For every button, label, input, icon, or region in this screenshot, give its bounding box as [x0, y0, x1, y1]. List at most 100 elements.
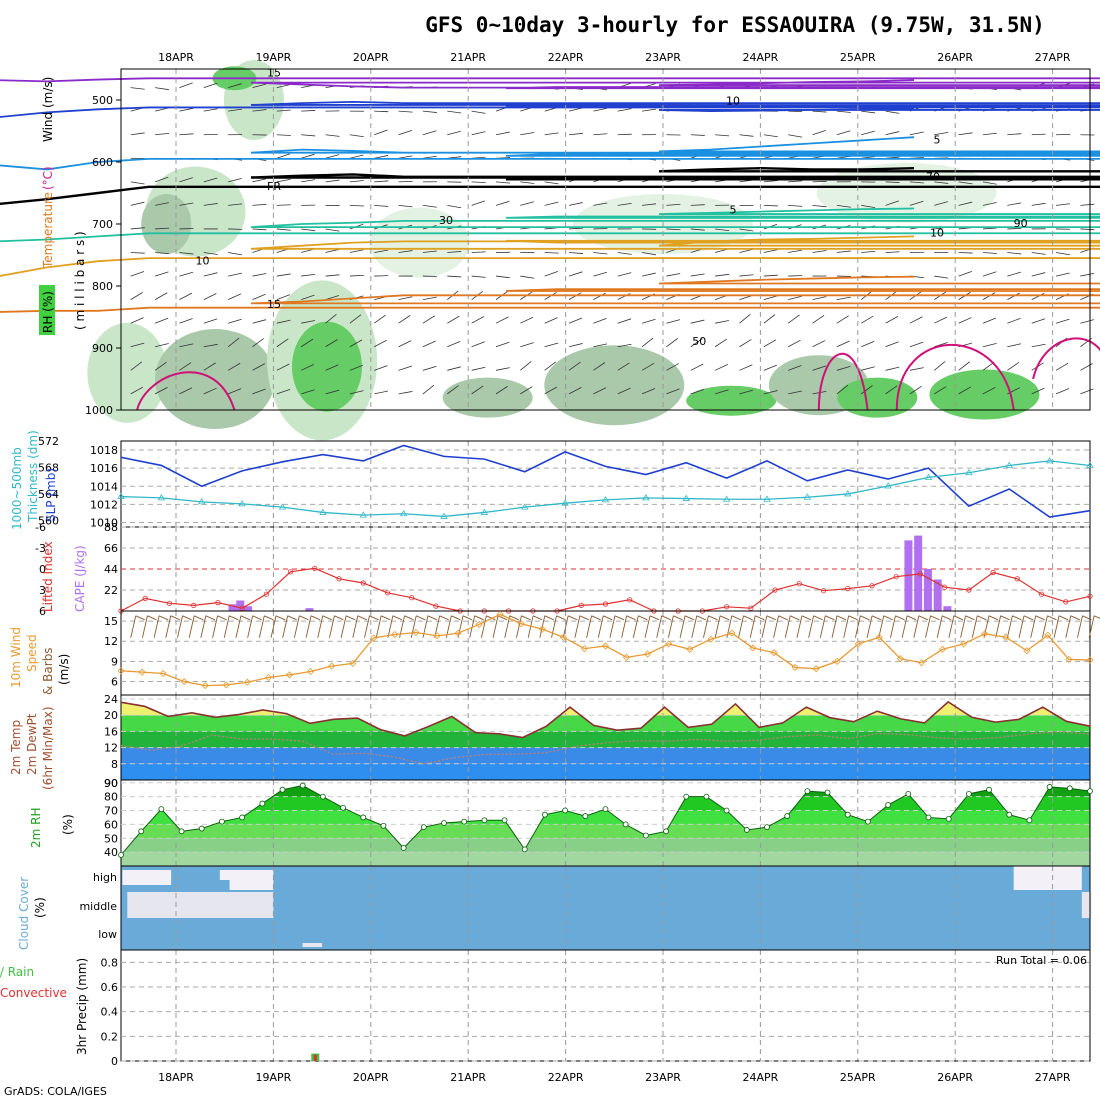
wind-barb: [130, 386, 144, 395]
wind-barb: [130, 87, 145, 90]
wind-barb: [766, 615, 777, 621]
wind-barb: [471, 200, 486, 206]
wind-barb: [617, 252, 632, 255]
cape-bar: [933, 579, 942, 611]
wind-barb: [1031, 318, 1046, 324]
contour-label: 15: [267, 67, 281, 80]
wind-barb: [617, 108, 632, 112]
wind-barb: [203, 177, 218, 183]
li-marker: [263, 591, 269, 597]
wind-barb: [422, 130, 437, 136]
rh-contour-label: 30: [439, 214, 453, 227]
wind-barb: [349, 205, 364, 207]
wind-barb: [614, 615, 625, 621]
wind-barb: [885, 181, 900, 183]
wind-barb: [276, 178, 291, 183]
wind-barb: [317, 615, 324, 638]
wind-speed-marker: [370, 634, 378, 642]
wind-barb: [447, 205, 462, 209]
wind-speed-marker: [1023, 647, 1031, 655]
wind-barb: [1031, 387, 1045, 395]
rh-marker: [138, 828, 145, 835]
wind-barb: [447, 341, 461, 348]
wind-barb: [812, 340, 826, 348]
wind-barb: [642, 272, 656, 277]
wind-barb: [398, 315, 411, 324]
contour-label: 10: [726, 94, 740, 107]
wind-barb: [325, 364, 339, 371]
wind-barb: [982, 252, 997, 254]
precip-labels: Total / Rain Convective 3hr Precip (mm): [0, 958, 89, 1055]
precip-panel: 0 0.2 0.4 0.6 0.8: [101, 949, 1091, 1068]
wind-barb: [352, 615, 359, 638]
wind-barb: [1080, 388, 1094, 395]
rh-band: [121, 852, 1090, 866]
li-marker: [627, 597, 633, 603]
slp-tick-label: 1018: [90, 444, 118, 457]
wind-barb: [684, 615, 695, 621]
wind-barb: [457, 615, 464, 638]
wind-barb: [325, 339, 338, 348]
wind-barb: [812, 314, 825, 324]
wind-barb: [778, 615, 788, 621]
label-upper-mb: ( m i l l i b a r s ): [73, 231, 87, 330]
wind-barb: [154, 176, 169, 183]
y-tick-label: 500: [92, 94, 113, 107]
wind-speed-marker: [349, 659, 357, 667]
slp-tick-label: 1012: [90, 498, 118, 511]
wind-speed-marker: [981, 630, 989, 638]
li-marker: [409, 595, 415, 601]
surface-contour: [136, 371, 236, 411]
label-rh2m: 2m RH: [29, 808, 43, 849]
wind-barb: [130, 317, 144, 324]
wind-barb: [708, 615, 718, 621]
wind-barb: [516, 615, 522, 638]
thickness-marker: [278, 503, 287, 510]
wind-barb: [179, 202, 194, 206]
wind-barb: [739, 313, 751, 324]
wind-barb: [287, 615, 297, 621]
wind-barb: [617, 272, 632, 277]
thickness-marker: [561, 499, 569, 506]
wind-barb: [276, 84, 291, 88]
rh-contour-label: 50: [692, 335, 706, 348]
wind-barb: [398, 296, 413, 301]
wind-barb: [544, 252, 559, 254]
cape-bar: [305, 608, 314, 611]
wind-barb: [495, 316, 509, 324]
wind-barb: [861, 250, 876, 253]
wind-barb: [909, 316, 923, 324]
wind-barb: [520, 275, 535, 279]
wind-barb: [812, 296, 827, 301]
wind-barb: [223, 615, 230, 638]
cloud-gap: [302, 943, 323, 947]
wind-barb: [130, 615, 137, 638]
wind-barb: [982, 386, 996, 395]
wind-barb: [568, 615, 578, 621]
wind-barb: [544, 201, 559, 206]
wind-barb: [1047, 615, 1057, 621]
wind-barb: [177, 615, 183, 638]
wind-barb: [861, 315, 874, 324]
li-marker: [166, 600, 173, 606]
rh-marker: [400, 845, 407, 851]
rh-contour-label: 70: [926, 171, 940, 184]
label-upper-temp-unit: (°C): [41, 166, 55, 190]
wind-barb: [739, 389, 754, 395]
rh2m-labels: 2m RH (%): [29, 808, 75, 849]
wind-barb: [626, 615, 636, 621]
cloud-fill: [121, 866, 1090, 950]
top-date-label: 26APR: [937, 51, 973, 64]
wind-barb: [416, 615, 426, 621]
thickness-marker: [965, 468, 973, 476]
top-date-label: 25APR: [840, 51, 876, 64]
wind-barb: [1080, 273, 1095, 277]
wind-speed-marker: [896, 655, 904, 663]
wind-barb: [293, 615, 300, 638]
cloud-level-label: low: [98, 928, 117, 941]
wind-barb: [276, 389, 291, 395]
wind-speed-marker: [538, 625, 546, 633]
wind-barb: [960, 615, 967, 638]
precip-tick-label: 0.4: [101, 1006, 119, 1019]
